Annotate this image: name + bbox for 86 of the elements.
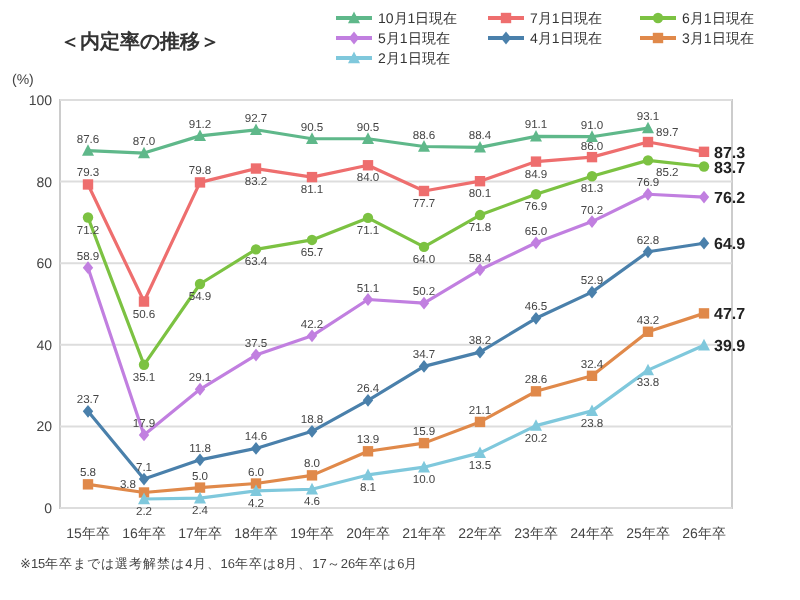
point (474, 263, 486, 277)
point (194, 278, 206, 290)
point (306, 132, 318, 144)
data-label: 47.7 (714, 305, 747, 324)
point (698, 146, 710, 158)
point (418, 460, 430, 473)
data-label: 83.7 (714, 158, 747, 177)
point (418, 140, 430, 152)
point (138, 359, 150, 370)
point (530, 236, 542, 250)
point (82, 479, 94, 490)
point (698, 190, 710, 204)
data-label: 87.3 (714, 143, 747, 162)
point (250, 163, 262, 174)
point (138, 472, 150, 486)
point (474, 416, 486, 428)
point (474, 175, 486, 187)
point (250, 442, 262, 455)
point (306, 234, 318, 246)
point (138, 296, 150, 307)
point (82, 144, 94, 156)
chart-title: ＜内定率の推移＞ (60, 30, 220, 54)
point (586, 171, 598, 182)
point (586, 370, 598, 382)
point (194, 129, 206, 142)
point (642, 245, 654, 259)
point (642, 363, 654, 376)
point (418, 296, 430, 310)
point (642, 326, 654, 337)
point (194, 453, 206, 467)
point (250, 123, 262, 135)
point (138, 146, 150, 159)
point (474, 209, 486, 221)
point (82, 261, 94, 275)
point (306, 329, 318, 343)
data-label: 64.9 (714, 235, 747, 254)
point (82, 212, 94, 223)
point (138, 492, 150, 505)
point (362, 468, 374, 481)
point (194, 382, 206, 396)
point (698, 308, 710, 319)
point (306, 424, 318, 438)
point (698, 338, 710, 351)
point (250, 484, 262, 497)
point (362, 132, 374, 144)
point (586, 151, 598, 163)
point (362, 393, 374, 407)
point (642, 136, 654, 148)
data-label: 39.9 (714, 337, 747, 356)
point (250, 244, 262, 255)
point (306, 470, 318, 481)
point (530, 156, 542, 167)
point (586, 215, 598, 228)
point (250, 348, 262, 362)
point (474, 140, 486, 153)
point (418, 241, 430, 253)
point (362, 293, 374, 306)
point (586, 285, 598, 299)
point (698, 236, 710, 250)
point (194, 177, 206, 188)
point (530, 311, 542, 325)
point (474, 446, 486, 459)
point (362, 212, 374, 224)
point (418, 185, 430, 197)
point (418, 437, 430, 449)
point (194, 491, 206, 504)
point (82, 404, 94, 418)
point (642, 121, 654, 134)
point (530, 419, 542, 431)
point (530, 189, 542, 200)
data-label: 76.2 (714, 189, 747, 208)
point (586, 130, 598, 142)
point (642, 187, 654, 201)
point (642, 155, 654, 166)
point (362, 160, 374, 171)
point (306, 171, 318, 183)
point (530, 386, 542, 397)
point (362, 446, 374, 457)
point (82, 179, 94, 190)
point (586, 404, 598, 417)
point (474, 345, 486, 359)
point (418, 360, 430, 373)
point (698, 161, 710, 172)
point (530, 129, 542, 142)
point (194, 482, 206, 493)
point (138, 428, 150, 442)
